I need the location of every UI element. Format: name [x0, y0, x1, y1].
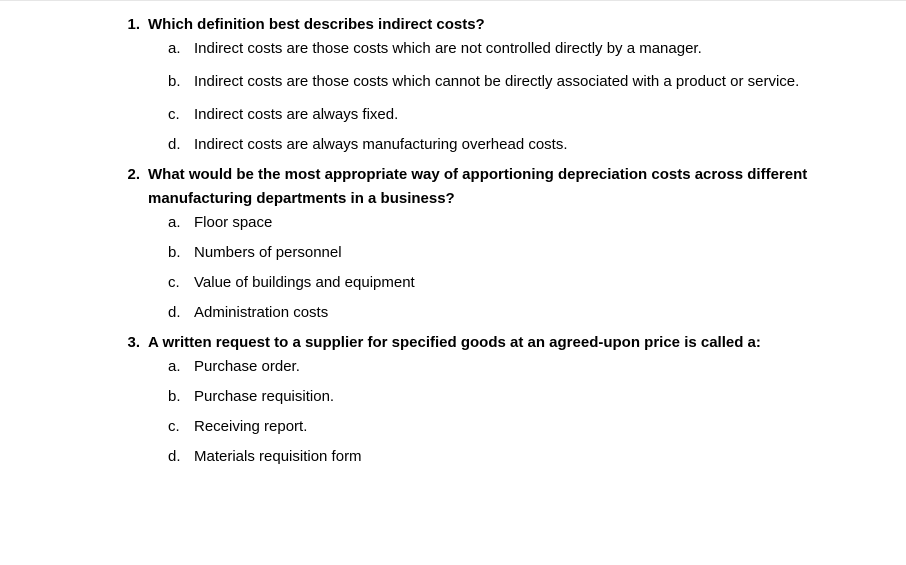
option-row: a. Indirect costs are those costs which …	[168, 37, 816, 61]
option-letter: c.	[168, 415, 194, 439]
option-row: d. Indirect costs are always manufacturi…	[168, 133, 816, 157]
option-row: c. Value of buildings and equipment	[168, 271, 816, 295]
option-letter: a.	[168, 355, 194, 379]
option-text: Receiving report.	[194, 415, 816, 439]
option-letter: b.	[168, 70, 194, 94]
question-row: 1. Which definition best describes indir…	[118, 13, 816, 37]
option-letter: c.	[168, 271, 194, 295]
document-page: 1. Which definition best describes indir…	[0, 0, 906, 469]
option-row: a. Purchase order.	[168, 355, 816, 379]
option-letter: d.	[168, 301, 194, 325]
question-block: 3. A written request to a supplier for s…	[118, 331, 816, 469]
option-letter: b.	[168, 241, 194, 265]
option-row: c. Indirect costs are always fixed.	[168, 103, 816, 127]
option-letter: b.	[168, 385, 194, 409]
question-number: 1.	[118, 13, 148, 37]
question-text: A written request to a supplier for spec…	[148, 331, 816, 355]
option-letter: a.	[168, 211, 194, 235]
question-row: 2. What would be the most appropriate wa…	[118, 163, 816, 211]
options-list: a. Purchase order. b. Purchase requisiti…	[118, 355, 816, 469]
option-row: c. Receiving report.	[168, 415, 816, 439]
option-letter: d.	[168, 445, 194, 469]
question-text: What would be the most appropriate way o…	[148, 163, 816, 211]
option-text: Purchase requisition.	[194, 385, 816, 409]
option-row: a. Floor space	[168, 211, 816, 235]
option-text: Indirect costs are those costs which are…	[194, 37, 816, 61]
option-text: Indirect costs are those costs which can…	[194, 67, 816, 97]
option-row: d. Materials requisition form	[168, 445, 816, 469]
option-letter: a.	[168, 37, 194, 61]
option-letter: d.	[168, 133, 194, 157]
option-text: Floor space	[194, 211, 816, 235]
question-block: 2. What would be the most appropriate wa…	[118, 163, 816, 325]
question-text: Which definition best describes indirect…	[148, 13, 816, 37]
question-number: 2.	[118, 163, 148, 187]
option-row: b. Indirect costs are those costs which …	[168, 67, 816, 97]
option-row: b. Numbers of personnel	[168, 241, 816, 265]
option-text: Purchase order.	[194, 355, 816, 379]
option-row: d. Administration costs	[168, 301, 816, 325]
option-text: Indirect costs are always manufacturing …	[194, 133, 816, 157]
option-text: Indirect costs are always fixed.	[194, 103, 816, 127]
options-list: a. Indirect costs are those costs which …	[118, 37, 816, 157]
option-text: Materials requisition form	[194, 445, 816, 469]
option-text: Numbers of personnel	[194, 241, 816, 265]
option-letter: c.	[168, 103, 194, 127]
option-row: b. Purchase requisition.	[168, 385, 816, 409]
question-block: 1. Which definition best describes indir…	[118, 13, 816, 157]
question-number: 3.	[118, 331, 148, 355]
options-list: a. Floor space b. Numbers of personnel c…	[118, 211, 816, 325]
question-row: 3. A written request to a supplier for s…	[118, 331, 816, 355]
option-text: Value of buildings and equipment	[194, 271, 816, 295]
option-text: Administration costs	[194, 301, 816, 325]
